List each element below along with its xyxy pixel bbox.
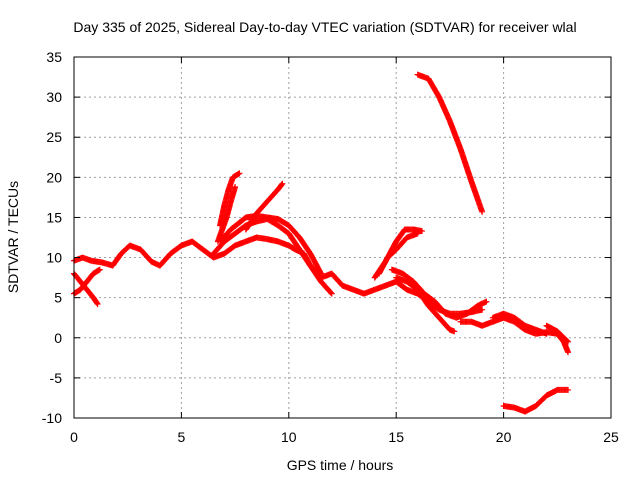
- y-tick-label: 35: [46, 49, 62, 65]
- data-point: [96, 266, 103, 273]
- series-track-c: [71, 266, 103, 297]
- series-track-n: [489, 310, 550, 337]
- data-point: [451, 328, 458, 335]
- data-point: [565, 349, 572, 356]
- y-tick-label: -10: [42, 410, 62, 426]
- x-tick-label: 10: [281, 429, 297, 445]
- axis-ticks: 0 5 10 15 20 25 -10 -5 0 5 10 15 20 25 30 35: [42, 49, 619, 445]
- data-points: [71, 71, 572, 415]
- series-track-h: [242, 180, 286, 233]
- data-point: [328, 290, 335, 297]
- y-tick-label: -5: [50, 370, 63, 386]
- data-point: [94, 301, 101, 308]
- data-point: [278, 181, 285, 188]
- y-tick-label: 25: [46, 129, 62, 145]
- y-tick-label: 10: [46, 250, 62, 266]
- data-point: [327, 289, 334, 296]
- series-track-b: [71, 270, 101, 308]
- x-tick-label: 20: [496, 429, 512, 445]
- data-point: [279, 180, 286, 187]
- series-track-l: [393, 274, 458, 335]
- x-tick-label: 5: [178, 429, 186, 445]
- data-point: [479, 306, 486, 313]
- data-point: [418, 228, 425, 235]
- grid-lines: [74, 57, 611, 418]
- y-axis-title: SDTVAR / TECUs: [5, 181, 21, 293]
- x-axis-title: GPS time / hours: [287, 457, 394, 473]
- series-track-o: [543, 322, 572, 345]
- series-track-d: [210, 216, 335, 297]
- y-tick-label: 20: [46, 169, 62, 185]
- series-track-p: [414, 71, 486, 215]
- data-point: [483, 298, 490, 305]
- data-point: [479, 208, 486, 215]
- chart-title: Day 335 of 2025, Sidereal Day-to-day VTE…: [73, 19, 576, 35]
- series-track-j: [376, 230, 421, 277]
- x-tick-label: 15: [388, 429, 404, 445]
- data-point: [94, 300, 101, 307]
- y-tick-label: 0: [54, 330, 62, 346]
- series-track-m: [457, 314, 572, 356]
- x-tick-label: 25: [603, 429, 619, 445]
- data-point: [565, 338, 572, 345]
- data-point: [232, 183, 239, 190]
- series-track-g: [214, 183, 239, 245]
- y-tick-label: 5: [54, 290, 62, 306]
- data-point: [565, 386, 572, 393]
- series-track-q: [500, 386, 572, 415]
- series-track-a: [71, 234, 486, 317]
- data-point: [564, 337, 571, 344]
- x-tick-label: 0: [70, 429, 78, 445]
- data-point: [543, 330, 550, 337]
- plot-frame: [73, 56, 612, 419]
- series-track-f: [217, 170, 243, 229]
- data-point: [318, 270, 325, 277]
- y-tick-label: 30: [46, 89, 62, 105]
- data-point: [414, 230, 421, 237]
- data-point: [236, 170, 243, 177]
- y-tick-label: 15: [46, 209, 62, 225]
